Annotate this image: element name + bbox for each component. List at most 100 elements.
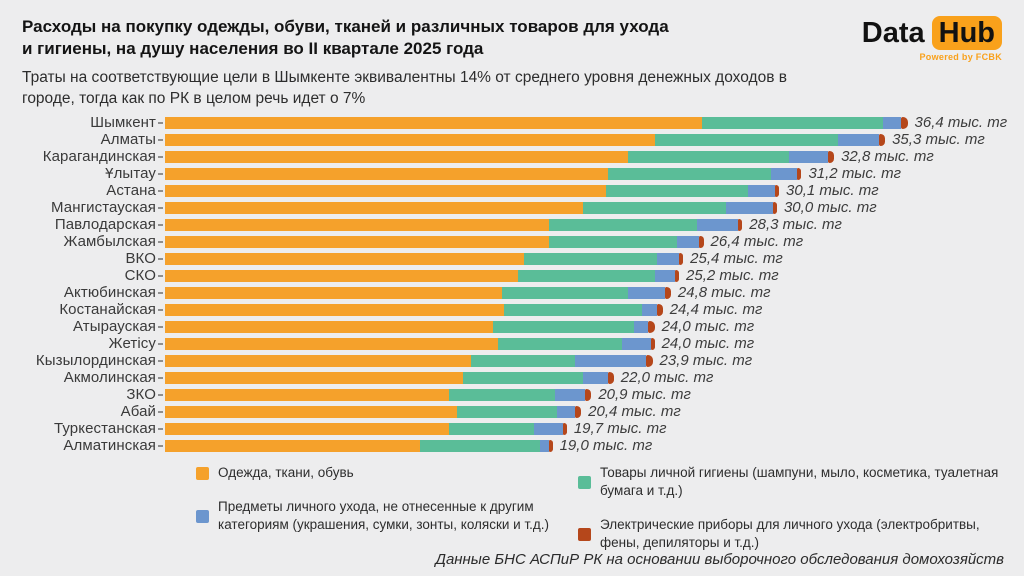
logo-word-hub: Hub xyxy=(931,16,1002,50)
bar-segment xyxy=(534,422,563,435)
bar-segment xyxy=(165,167,608,180)
category-label: Карагандинская xyxy=(42,148,156,165)
bar-track xyxy=(165,184,780,197)
bar-segment xyxy=(517,269,655,282)
bar-segment xyxy=(554,388,586,401)
axis-tick xyxy=(158,189,163,192)
bar-track xyxy=(165,388,592,401)
bar-segment xyxy=(165,439,420,452)
chart-row: Астана 30,1 тыс. тг xyxy=(22,182,1007,199)
bar-segment xyxy=(585,388,592,401)
bar-segment xyxy=(642,303,657,316)
source-note: Данные БНС АСПиР РК на основании выбороч… xyxy=(435,551,1004,568)
axis-tick xyxy=(158,359,163,362)
bar-track xyxy=(165,269,680,282)
legend-label: Электрические приборы для личного ухода … xyxy=(600,517,980,550)
chart-row: Костанайская 24,4 тыс. тг xyxy=(22,301,1007,318)
chart-rows: Шымкент 36,4 тыс. тг Алматы 35,3 тыс. тг Кар… xyxy=(22,114,1007,454)
bar-segment xyxy=(556,405,576,418)
bar-segment xyxy=(646,354,653,367)
bar-track xyxy=(165,422,567,435)
category-label: Костанайская xyxy=(59,301,156,318)
category-label: Ұлытау xyxy=(105,165,156,182)
bar-segment xyxy=(674,269,680,282)
bar-segment xyxy=(503,303,643,316)
bar-track xyxy=(165,337,655,350)
bar-track xyxy=(165,167,802,180)
chart-row: Атырауская 24,0 тыс. тг xyxy=(22,318,1007,335)
axis-tick xyxy=(158,155,163,158)
bar-segment xyxy=(583,201,726,214)
bar-segment xyxy=(583,371,608,384)
logo-word-data: Data xyxy=(861,17,925,49)
chart-row: Карагандинская 32,8 тыс. тг xyxy=(22,148,1007,165)
value-label: 28,3 тыс. тг xyxy=(749,216,842,233)
bar-segment xyxy=(165,201,584,214)
category-label: Шымкент xyxy=(90,114,156,131)
category-label: Жетісу xyxy=(108,335,156,352)
legend-swatch xyxy=(196,509,209,523)
bar-segment xyxy=(648,320,655,333)
bar-segment xyxy=(165,371,463,384)
category-label: Атырауская xyxy=(72,318,156,335)
legend-swatch xyxy=(196,466,209,480)
axis-tick xyxy=(158,410,163,413)
value-label: 32,8 тыс. тг xyxy=(841,148,934,165)
bar-segment xyxy=(628,286,665,299)
axis-tick xyxy=(158,223,163,226)
bar-segment xyxy=(493,320,635,333)
value-label: 25,2 тыс. тг xyxy=(686,267,779,284)
category-label: Кызылординская xyxy=(35,352,156,369)
bar-segment xyxy=(748,184,775,197)
legend-column: Товары личной гигиены (шампуни, мыло, ко… xyxy=(578,464,1008,552)
title-line-2: и гигиены, на душу населения во II кварт… xyxy=(22,39,484,58)
bar-segment xyxy=(165,337,498,350)
chart-row: Туркестанская 19,7 тыс. тг xyxy=(22,420,1007,437)
bar-segment xyxy=(448,388,555,401)
value-label: 26,4 тыс. тг xyxy=(710,233,804,250)
bar-track xyxy=(165,286,671,299)
axis-tick xyxy=(158,444,163,447)
bar-track xyxy=(165,133,886,146)
legend-label: Предметы личного ухода, не отнесенные к … xyxy=(218,499,550,532)
bar-segment xyxy=(725,201,773,214)
bar-track xyxy=(165,303,663,316)
bar-segment xyxy=(654,133,839,146)
bar-segment xyxy=(165,388,449,401)
bar-segment xyxy=(628,150,790,163)
bar-segment xyxy=(634,320,649,333)
bar-segment xyxy=(165,235,549,248)
legend-label: Одежда, ткани, обувь xyxy=(218,465,354,480)
chart-row: Актюбинская 24,8 тыс. тг xyxy=(22,284,1007,301)
value-label: 25,4 тыс. тг xyxy=(690,250,783,267)
axis-tick xyxy=(158,257,163,260)
bar-track xyxy=(165,235,704,248)
axis-tick xyxy=(158,274,163,277)
value-label: 31,2 тыс. тг xyxy=(808,165,902,182)
chart-row: ЗКО 20,9 тыс. тг xyxy=(22,386,1007,403)
bar-segment xyxy=(165,422,449,435)
bar-segment xyxy=(827,150,835,163)
bar-segment xyxy=(656,303,663,316)
bar-segment xyxy=(701,116,884,129)
bar-segment xyxy=(540,439,549,452)
bar-segment xyxy=(165,116,702,129)
chart-row: ВКО 25,4 тыс. тг xyxy=(22,250,1007,267)
axis-tick xyxy=(158,325,163,328)
value-label: 24,0 тыс. тг xyxy=(661,335,755,352)
bar-segment xyxy=(562,422,567,435)
bar-segment xyxy=(738,218,743,231)
subtitle: Траты на соответствующие цели в Шымкенте… xyxy=(22,67,787,109)
bar-segment xyxy=(575,405,582,418)
title-line-1: Расходы на покупку одежды, обуви, тканей… xyxy=(22,17,669,36)
category-label: Алматинская xyxy=(63,437,156,454)
bar-segment xyxy=(548,218,698,231)
chart-row: Абай 20,4 тыс. тг xyxy=(22,403,1007,420)
bar-track xyxy=(165,405,582,418)
bar-segment xyxy=(664,286,671,299)
bar-segment xyxy=(883,116,902,129)
stacked-bar-chart: Шымкент 36,4 тыс. тг Алматы 35,3 тыс. тг Кар… xyxy=(22,114,1007,454)
category-label: Мангистауская xyxy=(50,199,156,216)
category-label: Актюбинская xyxy=(63,284,156,301)
axis-tick xyxy=(158,172,163,175)
